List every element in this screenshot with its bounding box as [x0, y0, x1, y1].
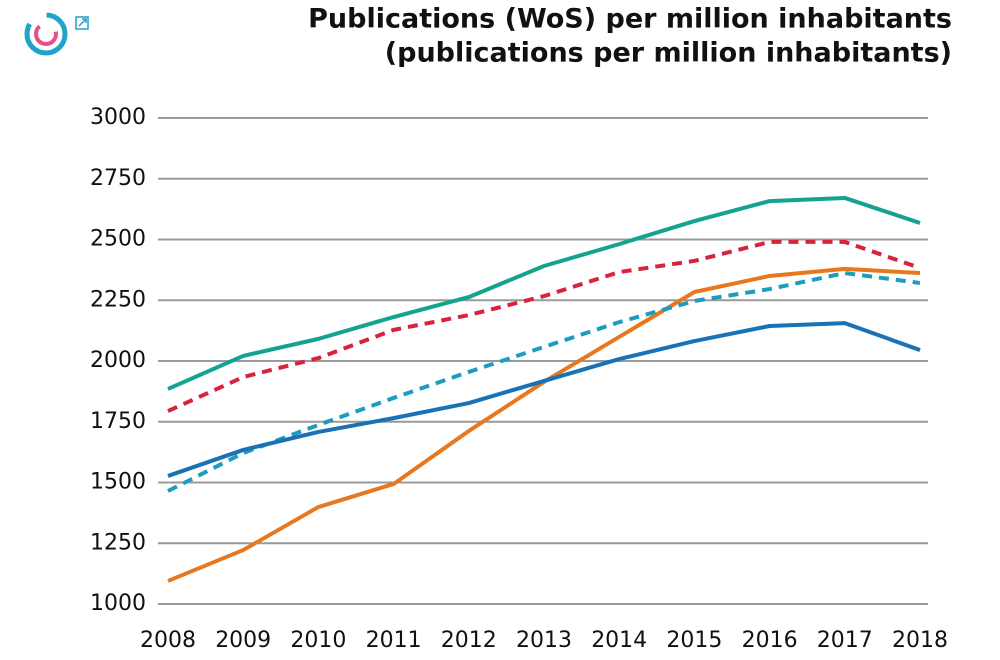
x-tick-label: 2017: [817, 628, 873, 653]
x-tick-label: 2011: [366, 628, 422, 653]
line-series: [167, 321, 921, 478]
y-tick-label: 2000: [90, 348, 146, 373]
x-tick-label: 2009: [215, 628, 271, 653]
line-series: [167, 266, 921, 583]
chart-title: Publications (WoS) per million inhabitan…: [308, 4, 952, 35]
y-tick-label: 2500: [90, 227, 146, 252]
line-series: [167, 271, 921, 493]
x-tick-label: 2016: [742, 628, 798, 653]
line-series: [167, 195, 921, 391]
y-tick-label: 1250: [90, 530, 146, 555]
y-tick-label: 1500: [90, 470, 146, 495]
line-series: [167, 239, 921, 413]
x-tick-label: 2013: [516, 628, 572, 653]
y-tick-label: 1750: [90, 409, 146, 434]
logo: [24, 12, 68, 56]
y-tick-label: 2750: [90, 166, 146, 191]
y-tick-label: 1000: [90, 591, 146, 616]
chart-subtitle: (publications per million inhabitants): [385, 38, 952, 69]
x-tick-label: 2008: [140, 628, 196, 653]
y-tick-label: 2250: [90, 287, 146, 312]
x-tick-label: 2015: [666, 628, 722, 653]
x-tick-label: 2018: [892, 628, 948, 653]
y-tick-label: 3000: [90, 105, 146, 130]
x-tick-label: 2012: [441, 628, 497, 653]
x-tick-label: 2010: [290, 628, 346, 653]
x-tick-label: 2014: [591, 628, 647, 653]
external-link-icon[interactable]: [75, 16, 89, 30]
